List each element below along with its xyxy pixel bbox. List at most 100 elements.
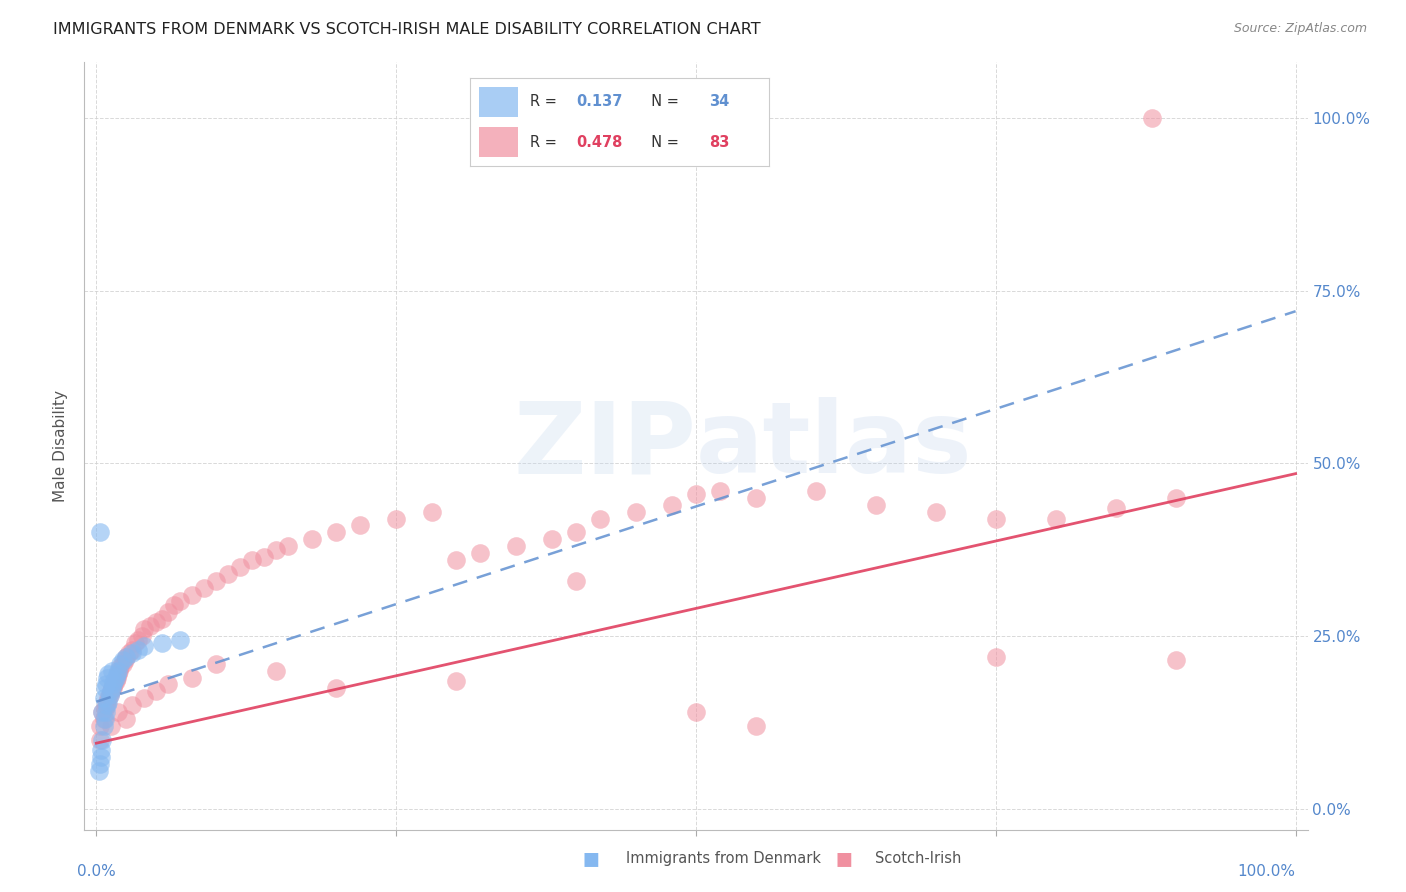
- Text: Source: ZipAtlas.com: Source: ZipAtlas.com: [1233, 22, 1367, 36]
- Point: [93, 691, 115, 706]
- Point: [565, 574, 588, 588]
- Point: [96, 698, 118, 713]
- Text: atlas: atlas: [696, 398, 973, 494]
- Text: 0.0%: 0.0%: [77, 864, 115, 880]
- Point: [110, 660, 132, 674]
- Point: [101, 681, 124, 695]
- Point: [101, 677, 124, 691]
- Point: [93, 701, 117, 715]
- Point: [96, 695, 118, 709]
- Point: [108, 664, 131, 678]
- Point: [925, 505, 948, 519]
- Point: [193, 581, 215, 595]
- Point: [118, 646, 141, 660]
- Point: [685, 705, 707, 719]
- Point: [104, 671, 127, 685]
- Point: [1045, 511, 1067, 525]
- Text: 100.0%: 100.0%: [1237, 864, 1295, 880]
- Point: [115, 649, 138, 664]
- Point: [205, 574, 228, 588]
- Point: [111, 657, 134, 671]
- Point: [107, 705, 129, 719]
- Point: [89, 719, 111, 733]
- Point: [277, 539, 299, 553]
- Point: [169, 594, 191, 608]
- Point: [624, 505, 647, 519]
- Text: ▪: ▪: [581, 844, 600, 872]
- Point: [264, 542, 287, 557]
- Point: [984, 649, 1007, 664]
- Point: [100, 684, 122, 698]
- Point: [325, 525, 347, 540]
- Y-axis label: Male Disability: Male Disability: [53, 390, 69, 502]
- Point: [93, 712, 115, 726]
- Point: [709, 483, 731, 498]
- Point: [217, 566, 239, 581]
- Point: [685, 487, 707, 501]
- Point: [181, 588, 204, 602]
- Point: [264, 664, 287, 678]
- Point: [745, 719, 768, 733]
- Point: [134, 640, 156, 654]
- Point: [385, 511, 408, 525]
- Point: [115, 712, 138, 726]
- Point: [89, 732, 111, 747]
- Point: [984, 511, 1007, 525]
- Point: [444, 673, 467, 688]
- Point: [325, 681, 347, 695]
- Point: [301, 533, 323, 547]
- Text: Immigrants from Denmark: Immigrants from Denmark: [626, 851, 821, 865]
- Point: [163, 598, 186, 612]
- Point: [98, 688, 121, 702]
- Point: [100, 684, 122, 698]
- Point: [90, 750, 112, 764]
- Point: [98, 688, 121, 702]
- Point: [93, 719, 115, 733]
- Point: [114, 653, 136, 667]
- Point: [865, 498, 887, 512]
- Point: [420, 505, 443, 519]
- Point: [127, 632, 149, 647]
- Point: [1164, 653, 1187, 667]
- Point: [804, 483, 827, 498]
- Point: [91, 732, 114, 747]
- Text: Scotch-Irish: Scotch-Irish: [875, 851, 960, 865]
- Point: [103, 677, 125, 691]
- Point: [97, 667, 120, 681]
- Point: [93, 681, 117, 695]
- Point: [90, 743, 112, 757]
- Point: [145, 684, 167, 698]
- Point: [150, 636, 173, 650]
- Point: [101, 664, 124, 678]
- Point: [661, 498, 683, 512]
- Text: ▪: ▪: [834, 844, 853, 872]
- Point: [111, 653, 134, 667]
- Point: [115, 649, 138, 664]
- Point: [229, 560, 252, 574]
- Point: [97, 691, 120, 706]
- Point: [157, 605, 180, 619]
- Point: [110, 657, 132, 671]
- Point: [1140, 111, 1163, 125]
- Point: [94, 705, 117, 719]
- Point: [541, 533, 564, 547]
- Point: [87, 764, 110, 778]
- Point: [107, 664, 129, 678]
- Point: [139, 618, 162, 632]
- Point: [505, 539, 527, 553]
- Point: [100, 719, 122, 733]
- Point: [121, 698, 143, 713]
- Text: IMMIGRANTS FROM DENMARK VS SCOTCH-IRISH MALE DISABILITY CORRELATION CHART: IMMIGRANTS FROM DENMARK VS SCOTCH-IRISH …: [53, 22, 761, 37]
- Point: [745, 491, 768, 505]
- Point: [150, 612, 173, 626]
- Point: [169, 632, 191, 647]
- Point: [104, 673, 127, 688]
- Point: [101, 681, 124, 695]
- Point: [565, 525, 588, 540]
- Point: [240, 553, 263, 567]
- Point: [131, 629, 153, 643]
- Point: [468, 546, 491, 560]
- Point: [127, 643, 149, 657]
- Point: [97, 695, 120, 709]
- Point: [589, 511, 612, 525]
